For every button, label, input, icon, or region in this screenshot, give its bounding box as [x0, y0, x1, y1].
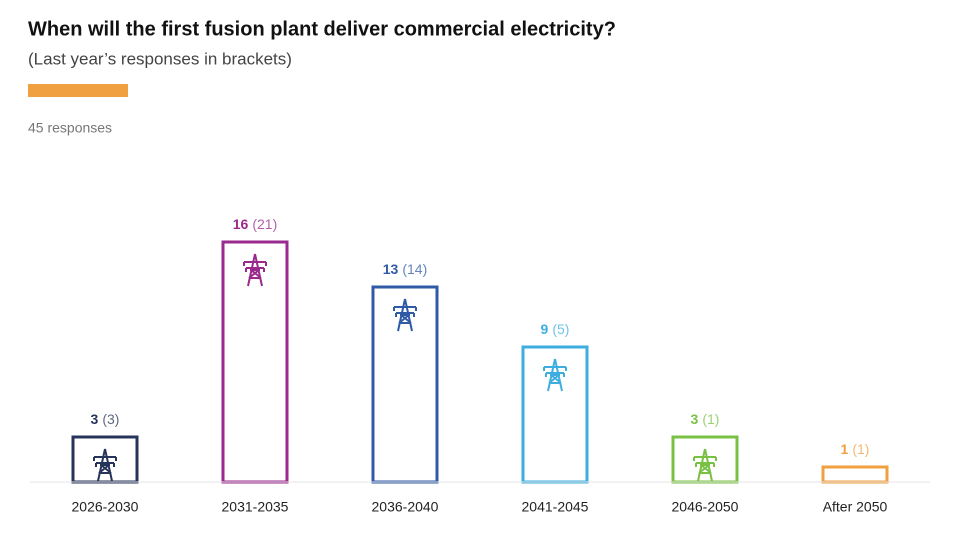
icon: [243, 253, 267, 287]
pylon-icon: [543, 358, 567, 392]
value-label: 3 (3): [91, 411, 120, 427]
pylon-icon: [93, 448, 117, 482]
value: 13: [383, 261, 399, 277]
accent-bar: [28, 84, 128, 97]
previous-value: (21): [252, 216, 277, 232]
previous-value: (3): [102, 411, 119, 427]
x-tick-label: 2036-2040: [372, 499, 439, 515]
value: 9: [541, 321, 549, 337]
chart-title: When will the first fusion plant deliver…: [28, 18, 616, 40]
pylon-icon: [393, 298, 417, 332]
bar: [671, 435, 739, 484]
chart-subtitle: (Last year’s responses in brackets): [28, 49, 292, 68]
pylon-icon: [693, 448, 717, 482]
value-label: 1 (1): [841, 441, 870, 457]
value-label: 13 (14): [383, 261, 427, 277]
response-count: 45 responses: [28, 120, 112, 136]
value-label: 9 (5): [541, 321, 570, 337]
pylon-icon: [243, 253, 267, 287]
icon: [693, 448, 717, 482]
x-tick-label: 2026-2030: [72, 499, 139, 515]
x-tick-label: 2041-2045: [522, 499, 589, 515]
previous-value: (1): [702, 411, 719, 427]
previous-value: (14): [402, 261, 427, 277]
bar: [821, 465, 889, 484]
x-tick-label: 2031-2035: [222, 499, 289, 515]
previous-value: (1): [852, 441, 869, 457]
bar: [371, 285, 439, 484]
bar: [71, 435, 139, 484]
x-tick-label: After 2050: [823, 499, 888, 515]
value: 3: [691, 411, 699, 427]
icon: [543, 358, 567, 392]
value: 3: [91, 411, 99, 427]
value-label: 3 (1): [691, 411, 720, 427]
value-label: 16 (21): [233, 216, 277, 232]
icon: [393, 298, 417, 332]
icon: [93, 448, 117, 482]
value: 1: [841, 441, 849, 457]
previous-value: (5): [552, 321, 569, 337]
x-tick-label: 2046-2050: [672, 499, 739, 515]
value: 16: [233, 216, 249, 232]
